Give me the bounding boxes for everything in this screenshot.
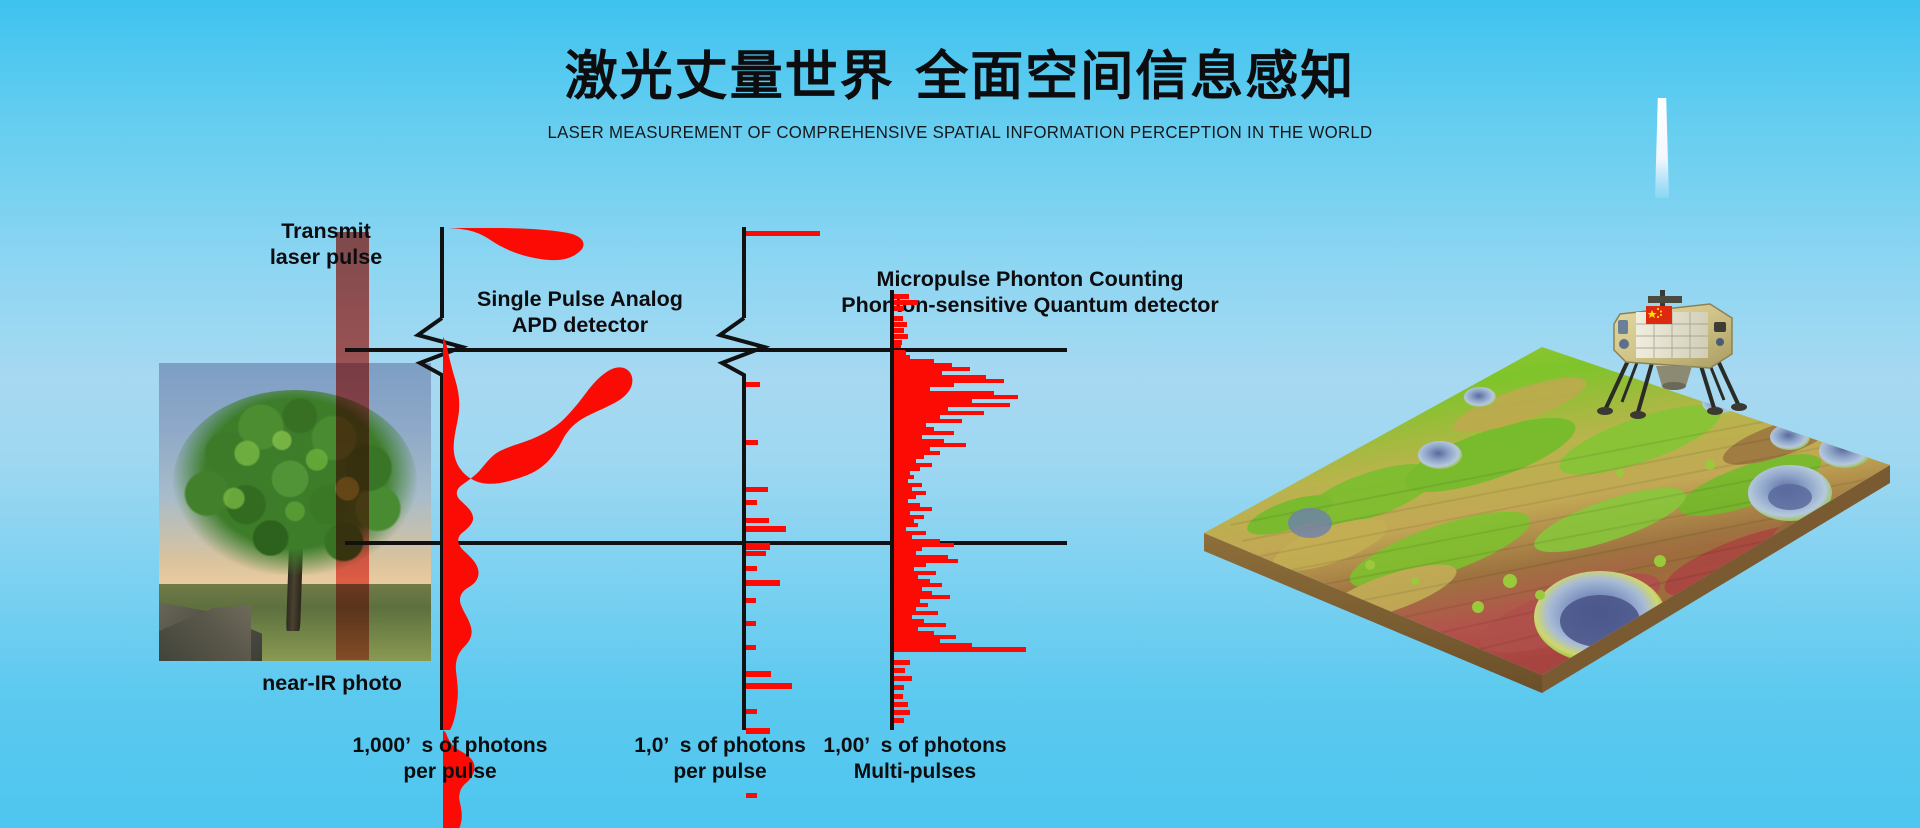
plot-a-waveform-area xyxy=(443,228,584,261)
canopy-top-reference-line xyxy=(345,348,1067,352)
plot-c-bars xyxy=(894,294,1026,723)
lander-engine-nozzle xyxy=(1656,366,1692,386)
page-subtitle: LASER MEASUREMENT OF COMPREHENSIVE SPATI… xyxy=(547,122,1373,143)
label-near-ir-photo: near-IR photo xyxy=(262,671,402,695)
terrain-edge-left xyxy=(1204,533,1542,693)
lander-svg xyxy=(1597,290,1747,419)
header: 激光丈量世界 全面空间信息感知 LASER MEASUREMENT OF COM… xyxy=(0,46,1920,143)
ground-reference-line xyxy=(345,541,1067,545)
terrain-edge-right xyxy=(1542,465,1890,693)
china-flag xyxy=(1646,306,1672,324)
chinese-lunar-lander xyxy=(1592,290,1762,430)
lander-laser-beam xyxy=(1655,98,1669,198)
caption-a-line2: per pulse xyxy=(403,760,497,784)
crater-right-2 xyxy=(1819,434,1871,468)
plot-a-waveform-tail xyxy=(443,730,475,828)
lander-antenna xyxy=(1648,296,1682,303)
lander-instruments xyxy=(1618,320,1726,349)
caption-c-line2: Multi-pulses xyxy=(853,760,977,784)
plot-a-waveform-area-main xyxy=(443,337,633,730)
caption-analog-photon-scale: 1,000’ s of photons per pulse xyxy=(300,733,600,786)
crater-right-3 xyxy=(1770,424,1810,450)
lidar-waveform-diagram: Transmit laser pulse Single Pulse Analog… xyxy=(159,219,1219,828)
near-ir-tree-photo xyxy=(159,363,431,661)
lander-footpads xyxy=(1597,403,1747,419)
chart-low-rate-photon-counting xyxy=(715,227,820,798)
chart-micropulse-photon-counting xyxy=(890,290,1026,730)
plot-b-axis-break xyxy=(715,316,771,730)
plot-a-axis-break xyxy=(413,316,469,730)
caption-low-rate-photon-scale: 1,0’ s of photons per pulse xyxy=(570,733,870,786)
terrain-svg xyxy=(1204,347,1890,693)
crater-left-1 xyxy=(1418,441,1462,469)
chart-single-pulse-analog-apd xyxy=(413,227,633,828)
caption-micropulse-photon-scale: 1,00’ s of photons Multi-pulses xyxy=(765,733,1065,786)
label-single-pulse-analog-apd: Single Pulse Analog APD detector xyxy=(477,287,683,338)
caption-c-line1: 1,00’ s of photons xyxy=(823,734,1007,757)
crater-left-3 xyxy=(1288,508,1332,538)
transmit-laser-beam xyxy=(336,232,369,660)
caption-a-line1: 1,000’ s of photons xyxy=(352,734,548,757)
label-transmit-laser-pulse: Transmit laser pulse xyxy=(269,219,383,270)
page-title: 激光丈量世界 全面空间信息感知 xyxy=(564,46,1356,107)
caption-b-line1: 1,0’ s of photons xyxy=(634,734,806,757)
lunar-lidar-scene xyxy=(1180,0,1920,828)
caption-b-line2: per pulse xyxy=(673,760,767,784)
label-micropulse-photon-counting: Micropulse Phonton Counting Phonton-sens… xyxy=(841,267,1219,318)
crater-left-2 xyxy=(1464,387,1496,407)
terrain-dem-3d xyxy=(1190,345,1890,745)
terrain-boulders xyxy=(1365,460,1715,613)
plot-b-bars xyxy=(746,231,820,798)
